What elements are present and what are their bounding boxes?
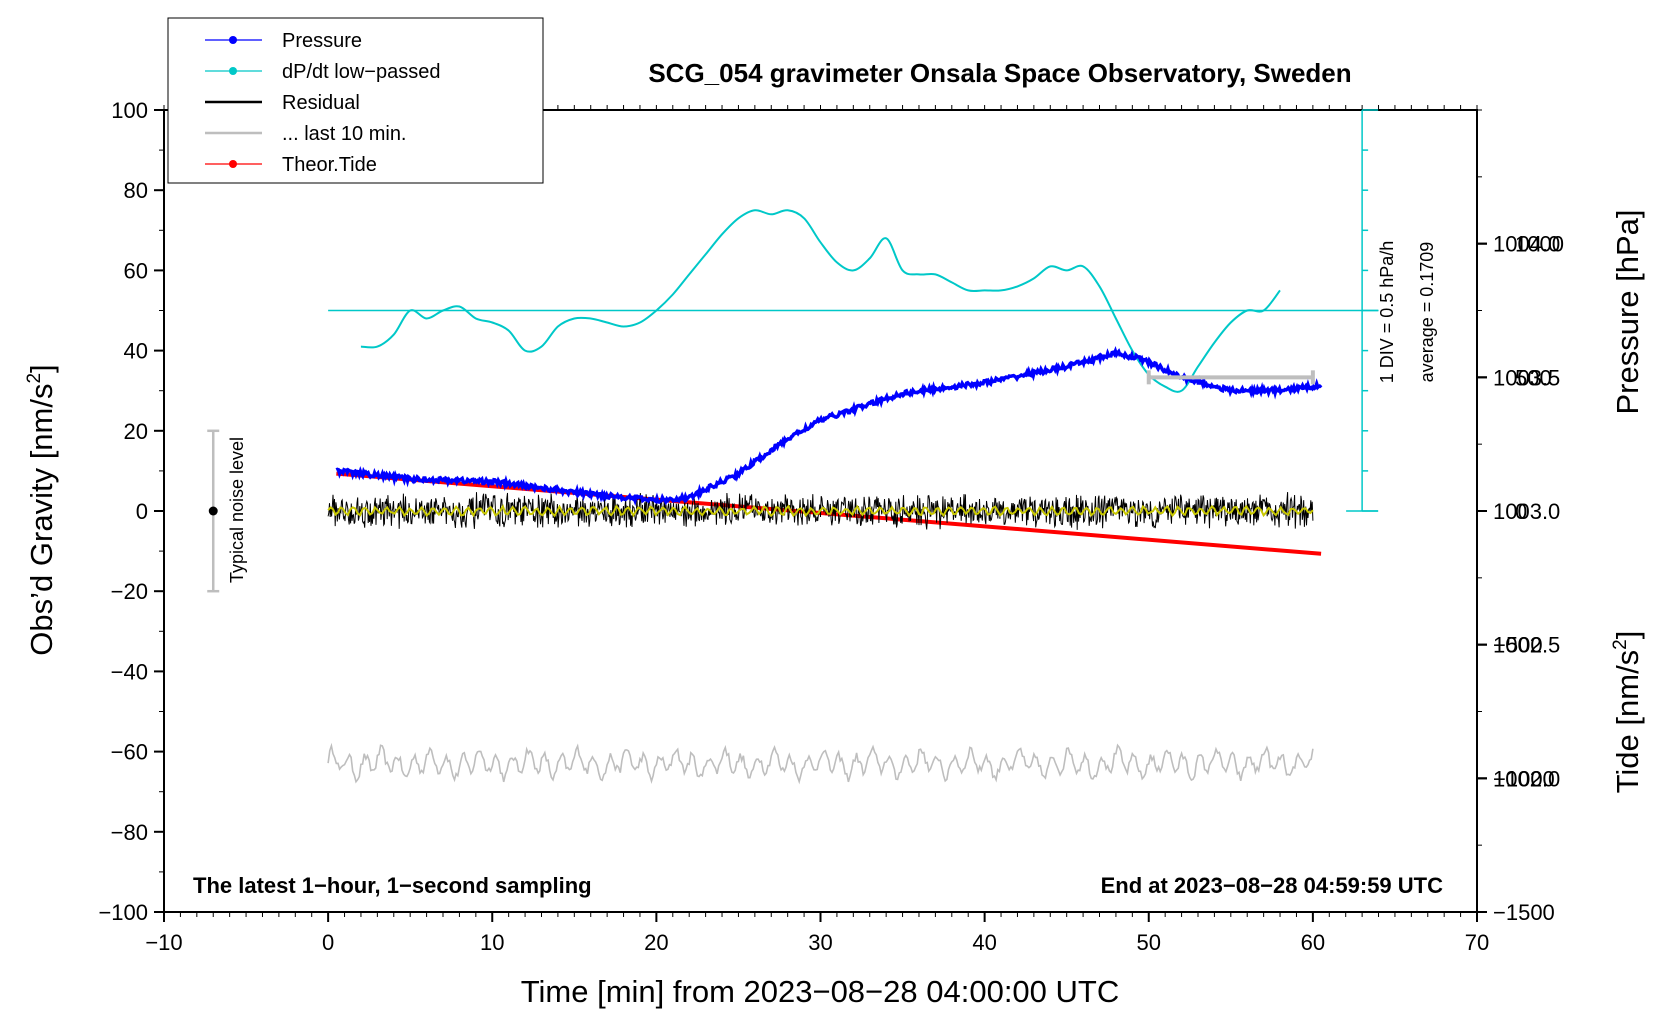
x-tick-label: 40 — [972, 930, 996, 955]
x-tick-label: 10 — [480, 930, 504, 955]
y-tick-label: 80 — [124, 178, 148, 203]
chart-title: SCG_054 gravimeter Onsala Space Observat… — [648, 58, 1351, 88]
y-axis-ticks: −100 −80 −60 −40 −20 0 20 40 60 80 100 — [98, 98, 164, 925]
pressure-series — [335, 346, 1323, 507]
dpdt-scale — [328, 109, 1379, 512]
y-axis-title-tide-sup: 2 — [1610, 639, 1631, 650]
legend-label: ... last 10 min. — [282, 123, 407, 145]
x-tick-label: 70 — [1465, 930, 1489, 955]
legend-marker — [229, 36, 237, 44]
y-tick-label: 40 — [124, 339, 148, 364]
y-tick-label: −20 — [111, 579, 148, 604]
x-tick-label: 50 — [1137, 930, 1161, 955]
tide-tick-label: −500 — [1493, 633, 1543, 658]
y-axis-title-pressure: Pressure [hPa] — [1610, 209, 1645, 414]
series-layer — [327, 209, 1323, 785]
legend-marker — [229, 67, 237, 75]
x-tick-label: 20 — [644, 930, 668, 955]
noise-label: Typical noise level — [227, 437, 247, 583]
x-tick-label: 60 — [1301, 930, 1325, 955]
pressure-tick-label: 1002.5 — [1493, 633, 1560, 658]
pressure-tick-label: 1004.0 — [1493, 232, 1560, 257]
tide-tick-label: 500 — [1515, 365, 1552, 390]
tide-tick-label: 1000 — [1515, 232, 1564, 257]
average-label: average = 0.1709 — [1417, 242, 1437, 383]
div-label: 1 DIV = 0.5 hPa/h — [1377, 241, 1397, 384]
legend-label: Residual — [282, 92, 360, 114]
y-axis-title-left: Obs’d Gravity [nm/s2] — [24, 364, 59, 655]
y-tick-label: −40 — [111, 659, 148, 684]
y-tick-label: 100 — [111, 98, 148, 123]
legend-label: dP/dt low−passed — [282, 61, 440, 83]
y-tick-label: 60 — [124, 258, 148, 283]
tide-scale-bar — [1146, 370, 1315, 385]
y-axis-title-left-sup: 2 — [24, 373, 45, 384]
tide-axis-ticks: −1500 −1000 −500 0 500 1000 — [1477, 232, 1564, 925]
x-tick-label: −10 — [145, 930, 182, 955]
residual-smoothed-series — [327, 503, 1314, 518]
y-axis-title-tide-end: ] — [1610, 631, 1645, 640]
tide-tick-label: −1500 — [1493, 900, 1555, 925]
pressure-tick-label: 1003.0 — [1493, 499, 1560, 524]
x-tick-label: 0 — [322, 930, 334, 955]
y-tick-label: −100 — [98, 900, 148, 925]
pressure-tick-label: 1002.0 — [1493, 766, 1560, 791]
noise-bar-dot — [208, 506, 218, 516]
noise-bar — [207, 429, 220, 593]
legend-label: Theor.Tide — [282, 154, 377, 176]
tide-tick-label: −1000 — [1493, 766, 1555, 791]
x-axis-ticks: −10 0 10 20 30 40 50 60 70 — [145, 105, 1489, 955]
note-bottom-right: End at 2023−08−28 04:59:59 UTC — [1101, 873, 1444, 898]
legend: Pressure dP/dt low−passed Residual ... last… — [167, 17, 544, 184]
legend-label: Pressure — [282, 30, 362, 52]
y-axis-title-tide-main: Tide [nm/s — [1610, 650, 1645, 794]
pressure-tick-label: 1003.5 — [1493, 365, 1560, 390]
note-bottom-left: The latest 1−hour, 1−second sampling — [193, 873, 592, 898]
legend-box — [167, 17, 544, 184]
y-tick-label: 0 — [136, 499, 148, 524]
y-tick-label: −60 — [111, 740, 148, 765]
last-10-min-series — [327, 742, 1314, 785]
legend-items: Pressure dP/dt low−passed Residual ... last… — [205, 30, 440, 176]
x-tick-label: 30 — [808, 930, 832, 955]
y-axis-title-tide: Tide [nm/s2] — [1610, 631, 1645, 794]
y-axis-title-left-main: Obs’d Gravity [nm/s — [24, 384, 59, 656]
y-tick-label: −80 — [111, 820, 148, 845]
y-tick-label: 20 — [124, 419, 148, 444]
x-axis-title: Time [min] from 2023−08−28 04:00:00 UTC — [521, 974, 1120, 1009]
tide-tick-label: 0 — [1515, 499, 1527, 524]
legend-marker — [229, 160, 237, 168]
dpdt-series — [360, 209, 1281, 393]
y-axis-title-left-end: ] — [24, 364, 59, 373]
